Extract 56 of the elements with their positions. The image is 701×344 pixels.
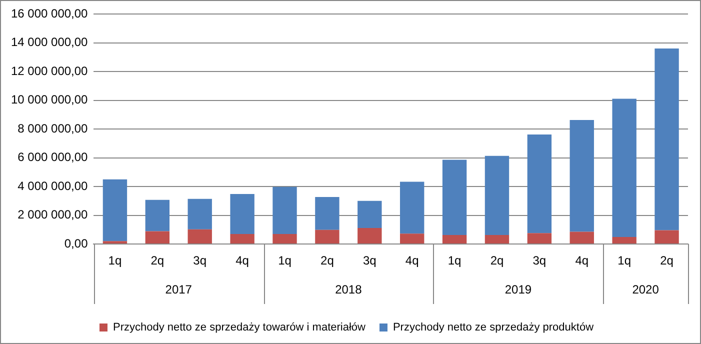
bar bbox=[570, 120, 594, 232]
bar bbox=[188, 198, 212, 230]
y-tick-label: 14 000 000,00 bbox=[10, 35, 88, 50]
bar bbox=[527, 233, 552, 244]
bar bbox=[612, 98, 636, 237]
y-tick-label: 8 000 000,00 bbox=[18, 121, 88, 136]
bar bbox=[484, 156, 510, 235]
bar bbox=[272, 186, 297, 234]
x-tick-label: 2q bbox=[150, 254, 164, 268]
bar bbox=[315, 197, 340, 230]
bar bbox=[570, 232, 594, 244]
x-tick-label: 3q bbox=[193, 254, 207, 268]
x-tick-label: 2q bbox=[490, 254, 504, 268]
legend-label: Przychody netto ze sprzedaży produktów bbox=[392, 322, 594, 334]
text: 2019 bbox=[504, 282, 532, 296]
x-tick-label: 4q bbox=[575, 254, 589, 268]
bar bbox=[145, 200, 170, 232]
bar bbox=[358, 200, 382, 228]
x-tick-label: 2q bbox=[320, 254, 334, 268]
bar bbox=[358, 228, 382, 244]
bar bbox=[612, 236, 636, 244]
x-tick-label: 1q bbox=[448, 254, 462, 268]
legend-label: Przychody netto ze sprzedaży towarów i materiałów bbox=[112, 322, 366, 334]
y-tick-label: 10 000 000,00 bbox=[10, 92, 88, 107]
x-tick-label: 1q bbox=[618, 254, 632, 268]
bar bbox=[484, 234, 510, 244]
bar bbox=[442, 160, 467, 235]
y-tick-label: 0,00 bbox=[64, 236, 88, 250]
x-tick-label: 4q bbox=[405, 254, 419, 268]
bar bbox=[145, 231, 170, 244]
bar bbox=[230, 194, 254, 234]
x-tick-label: 1q bbox=[278, 254, 292, 268]
bar bbox=[527, 134, 552, 234]
x-tick-label: 3q bbox=[532, 254, 546, 268]
x-tick-label: 3q bbox=[362, 254, 376, 268]
bar bbox=[400, 234, 424, 244]
bar bbox=[654, 230, 679, 244]
bar bbox=[315, 230, 340, 244]
bar bbox=[272, 234, 297, 244]
text: 2017 bbox=[165, 282, 192, 296]
bar bbox=[188, 229, 212, 244]
bar bbox=[654, 48, 679, 230]
y-tick-label: 6 000 000,00 bbox=[18, 150, 88, 164]
y-tick-label: 16 000 000,00 bbox=[10, 6, 88, 21]
bar bbox=[230, 234, 254, 244]
y-tick-label: 4 000 000,00 bbox=[18, 178, 88, 193]
text: 2020 bbox=[632, 282, 660, 296]
y-tick-label: 2 000 000,00 bbox=[18, 208, 88, 222]
x-tick-label: 4q bbox=[236, 254, 249, 268]
text: 2018 bbox=[335, 282, 362, 296]
x-tick-label: 1q bbox=[108, 254, 122, 268]
bar bbox=[442, 234, 467, 244]
y-tick-label: 12 000 000,00 bbox=[10, 64, 88, 78]
bar bbox=[400, 182, 424, 234]
bar bbox=[102, 179, 128, 242]
x-tick-label: 2q bbox=[660, 254, 674, 268]
